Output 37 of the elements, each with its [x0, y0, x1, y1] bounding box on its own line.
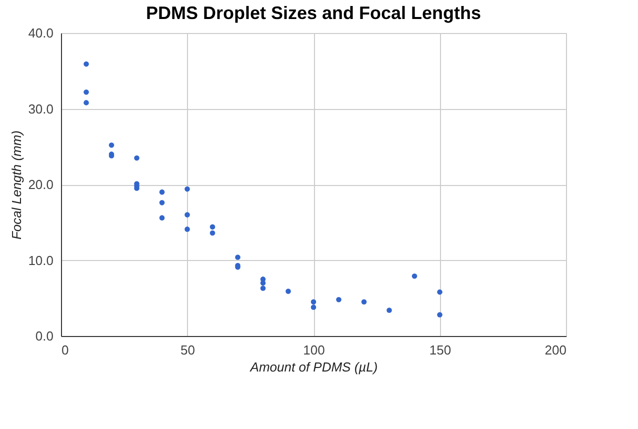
point [159, 200, 165, 206]
point [84, 61, 89, 67]
point [210, 224, 216, 230]
y-tick-label: 0.0 [35, 328, 54, 344]
y-tick-label: 40.0 [28, 26, 54, 40]
point [184, 212, 190, 218]
point [184, 186, 190, 192]
point [437, 312, 442, 318]
point [437, 289, 442, 295]
point [84, 100, 89, 106]
point [134, 155, 140, 161]
point [108, 142, 114, 148]
point [210, 230, 216, 236]
x-tick-label: 150 [429, 342, 452, 358]
x-tick-label: 50 [180, 342, 195, 358]
y-tick-label: 20.0 [28, 177, 54, 192]
y-tick-label: 30.0 [28, 101, 54, 116]
point [336, 297, 342, 302]
point [286, 288, 291, 294]
point [361, 299, 367, 305]
x-axis-title: Amount of PDMS (µL) [249, 360, 378, 374]
point [235, 254, 240, 260]
point [159, 189, 165, 195]
point [184, 226, 190, 232]
point [310, 304, 316, 310]
x-tick-label: 200 [544, 342, 566, 358]
x-tick-label: 100 [303, 342, 325, 358]
y-axis-title: Focal Length (mm) [9, 130, 24, 240]
point [159, 215, 165, 220]
point [84, 89, 89, 95]
chart-title: PDMS Droplet Sizes and Focal Lengths [146, 3, 482, 23]
point [260, 286, 266, 291]
point [310, 299, 316, 305]
x-tick-label: 0 [62, 342, 69, 358]
point [412, 274, 418, 279]
y-tick-label: 10.0 [28, 252, 54, 268]
point [386, 308, 392, 313]
